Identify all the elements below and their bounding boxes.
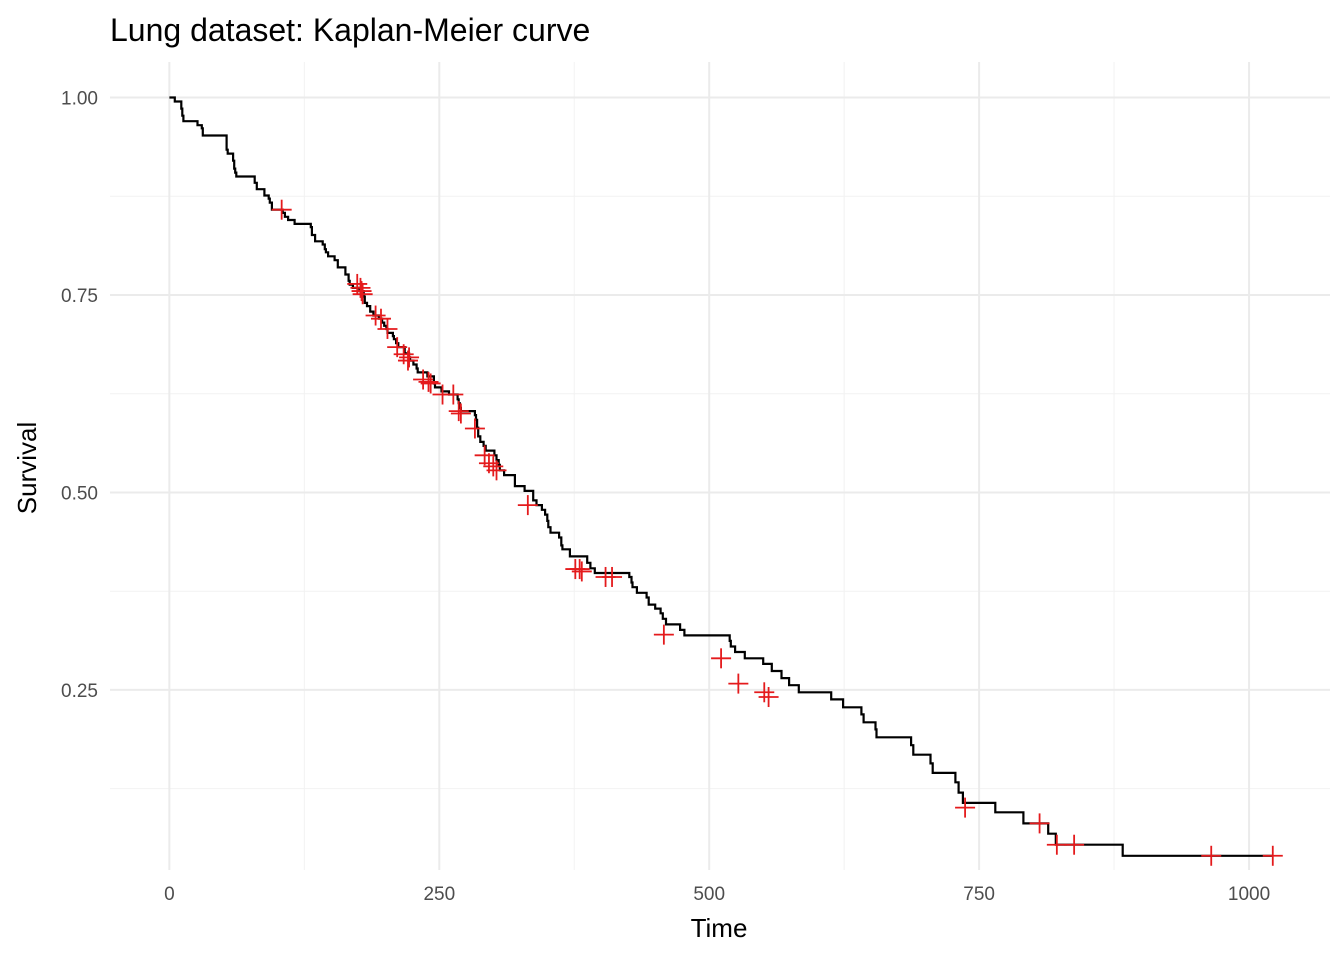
censor-mark <box>464 418 485 439</box>
censor-mark <box>351 281 372 302</box>
censor-mark <box>450 403 471 424</box>
censor-mark <box>571 561 592 582</box>
plot-grid <box>110 62 1330 870</box>
censor-mark <box>352 284 373 305</box>
censor-mark <box>418 371 439 392</box>
censor-mark <box>474 445 495 466</box>
y-tick-label: 0.50 <box>61 483 98 504</box>
chart-title: Lung dataset: Kaplan-Meier curve <box>110 12 590 48</box>
y-axis-ticks: 0.25 0.50 0.75 1.00 <box>61 89 98 702</box>
censor-mark <box>443 384 464 405</box>
y-axis-title: Survival <box>12 422 42 514</box>
censor-mark <box>1201 845 1222 866</box>
x-tick-label: 500 <box>693 884 725 905</box>
censor-marks <box>271 199 1283 866</box>
censor-mark <box>728 673 749 694</box>
survival-curve <box>169 96 1273 857</box>
censor-mark <box>1029 813 1050 834</box>
x-tick-label: 750 <box>963 884 995 905</box>
censor-mark <box>365 305 386 326</box>
censor-mark <box>517 495 538 516</box>
censor-mark <box>483 456 504 477</box>
x-axis-title: Time <box>691 913 748 943</box>
censor-mark <box>370 308 391 329</box>
censor-mark <box>653 624 674 645</box>
censor-mark <box>754 682 775 703</box>
censor-mark <box>569 559 590 580</box>
x-tick-label: 250 <box>423 884 455 905</box>
censor-mark <box>602 566 623 587</box>
censor-mark <box>397 350 418 371</box>
censor-mark <box>1046 834 1067 855</box>
y-tick-label: 0.75 <box>61 286 98 307</box>
censor-mark <box>486 460 507 481</box>
y-tick-label: 1.00 <box>61 89 98 110</box>
censor-mark <box>1262 845 1283 866</box>
y-tick-label: 0.25 <box>61 681 98 702</box>
x-axis-ticks: 0 250 500 750 1000 <box>164 884 1270 905</box>
censor-mark <box>420 373 441 394</box>
censor-mark <box>758 687 779 708</box>
x-tick-label: 0 <box>164 884 175 905</box>
censor-mark <box>955 797 976 818</box>
x-tick-label: 1000 <box>1228 884 1270 905</box>
censor-mark <box>1064 834 1085 855</box>
censor-mark <box>271 199 292 220</box>
censor-mark <box>711 648 732 669</box>
censor-mark <box>448 401 469 422</box>
censor-mark <box>399 347 420 368</box>
censor-mark <box>377 318 398 339</box>
